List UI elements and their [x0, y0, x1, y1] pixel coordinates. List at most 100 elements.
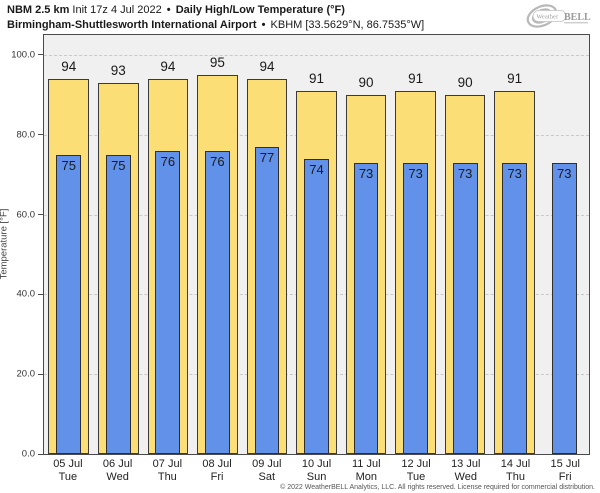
low-temp-bar: 76	[205, 150, 230, 454]
low-temp-bar: 73	[502, 162, 528, 454]
y-tick-label: 80.0	[16, 129, 36, 141]
bar-slot-06-jul: 93 75	[94, 35, 144, 454]
y-tick	[38, 134, 43, 136]
gridline	[44, 54, 589, 56]
bar-slot-07-jul: 94 76	[143, 35, 193, 454]
x-axis-labels: 05 Jul Tue 06 Jul Wed 07 Jul Thu 08 Jul Fri 09 J…	[43, 458, 590, 484]
low-temp-bar: 73	[353, 162, 379, 454]
high-temp-value: 91	[507, 70, 523, 86]
bar-slot-11-jul: 90 73	[341, 35, 391, 454]
low-temp-bar: 75	[56, 154, 82, 454]
weatherbell-logo: Weather BELL	[525, 1, 597, 31]
bar-slot-08-jul: 95 76	[193, 35, 243, 454]
x-tick-label: 11 Jul Mon	[341, 458, 391, 484]
x-tick-weekday: Wed	[454, 471, 477, 483]
plot-area: 94 75 93 75 94 76 95 76 94 77 91 74 90 73 91 73 90 73 91 73…	[11, 34, 590, 460]
station-coordinates: KBHM [33.5629°N, 86.7535°W]	[270, 19, 425, 31]
bar-slot-13-jul: 90 73	[440, 35, 490, 454]
low-temp-value: 75	[111, 157, 126, 173]
x-tick-label: 05 Jul Tue	[43, 458, 93, 484]
bullet-separator: •	[261, 19, 266, 31]
high-temp-value: 95	[209, 54, 225, 70]
low-temp-value: 73	[507, 165, 522, 181]
x-tick-label: 10 Jul Sun	[292, 458, 342, 484]
bullet-separator: •	[166, 4, 171, 16]
y-tick	[38, 54, 43, 56]
high-temp-value: 91	[408, 70, 424, 86]
bar-slot-09-jul: 94 77	[242, 35, 292, 454]
init-time: Init 17z 4 Jul 2022	[72, 4, 162, 16]
x-tick-date: 13 Jul	[451, 458, 481, 470]
x-tick-date: 08 Jul	[202, 458, 232, 470]
x-tick-weekday: Mon	[355, 471, 377, 483]
bar-slot-15-jul: 73	[539, 35, 589, 454]
model-name: NBM 2.5 km	[7, 4, 70, 16]
hurricane-swirl-icon: Weather BELL	[526, 4, 591, 28]
svg-text:BELL: BELL	[564, 12, 591, 23]
y-tick-label: 40.0	[16, 288, 36, 300]
x-tick-date: 12 Jul	[401, 458, 431, 470]
y-tick-label: 0.0	[21, 448, 35, 460]
low-temp-value: 73	[457, 165, 473, 181]
station-name: Birmingham-Shuttlesworth International A…	[7, 19, 257, 31]
x-tick-label: 06 Jul Wed	[93, 458, 143, 484]
low-temp-value: 74	[309, 161, 324, 177]
low-temp-bar: 75	[105, 154, 131, 454]
y-tick-label: 100.0	[11, 49, 35, 61]
high-temp-value: 90	[358, 74, 374, 90]
x-tick-weekday: Fri	[558, 471, 572, 483]
x-tick-weekday: Sun	[306, 471, 327, 483]
x-tick-weekday: Sat	[258, 471, 276, 483]
x-tick-weekday: Thu	[157, 471, 177, 483]
x-tick-date: 11 Jul	[352, 458, 381, 470]
x-tick-weekday: Fri	[210, 471, 224, 483]
title-line-1: NBM 2.5 km Init 17z 4 Jul 2022 • Daily H…	[7, 3, 424, 18]
x-tick-date: 05 Jul	[53, 458, 83, 470]
y-tick	[38, 293, 43, 295]
x-tick-label: 12 Jul Tue	[391, 458, 441, 484]
x-tick-date: 15 Jul	[550, 458, 580, 470]
bars-container: 94 75 93 75 94 76 95 76 94 77 91 74 90 73 91 73 90 73 91 73…	[44, 35, 589, 454]
low-temp-value: 75	[61, 157, 76, 173]
bar-slot-14-jul: 91 73	[490, 35, 540, 454]
x-tick-label: 09 Jul Sat	[242, 458, 292, 484]
y-tick-label: 60.0	[16, 209, 36, 221]
high-temp-value: 94	[160, 58, 176, 74]
low-temp-bar: 76	[155, 150, 181, 454]
low-temp-bar: 77	[254, 146, 280, 454]
low-temp-value: 77	[259, 149, 275, 165]
title-line-2: Birmingham-Shuttlesworth International A…	[7, 18, 424, 33]
y-tick	[38, 453, 43, 455]
copyright-notice: © 2022 WeatherBELL Analytics, LLC. All r…	[280, 484, 595, 491]
low-temp-value: 76	[210, 153, 225, 169]
high-temp-value: 91	[308, 70, 325, 86]
low-temp-bar: 74	[304, 158, 329, 454]
header: NBM 2.5 km Init 17z 4 Jul 2022 • Daily H…	[7, 3, 424, 33]
high-temp-value: 94	[61, 58, 77, 74]
low-temp-value: 76	[160, 153, 176, 169]
x-tick-label: 15 Jul Fri	[540, 458, 590, 484]
x-tick-date: 14 Jul	[500, 458, 531, 470]
y-tick-label: 20.0	[16, 368, 36, 380]
high-temp-value: 90	[457, 74, 473, 90]
x-tick-date: 10 Jul	[301, 458, 332, 470]
x-tick-label: 07 Jul Thu	[142, 458, 192, 484]
y-tick	[38, 373, 43, 375]
bar-slot-05-jul: 94 75	[44, 35, 94, 454]
x-tick-date: 09 Jul	[252, 458, 282, 470]
low-temp-value: 73	[557, 165, 572, 181]
low-temp-value: 73	[358, 165, 374, 181]
x-tick-weekday: Wed	[106, 471, 129, 483]
low-temp-value: 73	[408, 165, 423, 181]
low-temp-bar: 73	[551, 162, 577, 454]
x-tick-date: 07 Jul	[152, 458, 183, 470]
high-temp-value: 93	[110, 62, 126, 78]
x-tick-label: 13 Jul Wed	[441, 458, 491, 484]
x-tick-date: 06 Jul	[102, 458, 133, 470]
bar-slot-10-jul: 91 74	[292, 35, 342, 454]
x-tick-label: 08 Jul Fri	[192, 458, 242, 484]
svg-text:Weather: Weather	[537, 14, 559, 21]
x-tick-label: 14 Jul Thu	[491, 458, 541, 484]
low-temp-bar: 73	[403, 162, 428, 454]
